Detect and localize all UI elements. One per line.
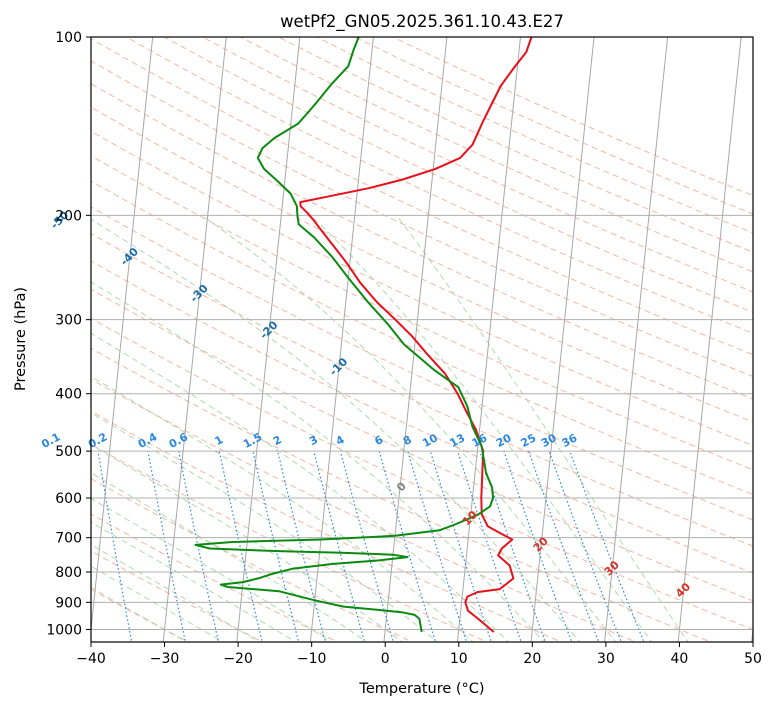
x-tick-label: 10 bbox=[450, 651, 468, 667]
mixing-ratio-line bbox=[548, 450, 622, 642]
x-tick-label: −10 bbox=[297, 651, 327, 667]
isotherm-line bbox=[383, 37, 448, 642]
x-tick-label: −20 bbox=[223, 651, 253, 667]
dewpoint-profile-line bbox=[194, 37, 495, 633]
mixing-ratio-label: 36 bbox=[560, 431, 580, 450]
pressure-gridlines bbox=[91, 37, 753, 630]
moist-adiabat bbox=[91, 412, 439, 642]
y-tick-label: 300 bbox=[55, 313, 82, 329]
mixing-ratio-line bbox=[569, 450, 645, 642]
isotherm-line bbox=[456, 37, 521, 642]
mixing-ratio-line bbox=[178, 450, 220, 642]
mixing-ratio-line bbox=[503, 450, 573, 642]
moist-adiabat bbox=[91, 521, 297, 642]
mixing-ratio-line bbox=[457, 450, 522, 642]
mixing-ratio-line bbox=[339, 450, 395, 642]
x-axis: −40 −30 −20 −10 0 10 20 30 40 50 bbox=[76, 642, 762, 667]
isotherm-line bbox=[91, 37, 154, 635]
moist-adiabat bbox=[91, 281, 545, 642]
x-tick-label: −30 bbox=[150, 651, 180, 667]
dry-adiabat bbox=[91, 180, 753, 496]
dry-adiabat bbox=[91, 206, 753, 521]
mixing-ratio-line bbox=[147, 450, 186, 642]
y-axis: 100 200 300 400 500 600 700 800 900 1000 bbox=[46, 30, 91, 638]
mixing-ratio-line bbox=[252, 450, 300, 642]
isotherm-line bbox=[309, 37, 374, 642]
y-tick-label: 600 bbox=[55, 491, 82, 507]
moist-adiabat bbox=[91, 497, 333, 642]
background-lines bbox=[91, 37, 753, 642]
x-axis-title: Temperature (°C) bbox=[358, 681, 484, 697]
dry-adiabat bbox=[91, 130, 753, 447]
x-tick-label: −40 bbox=[76, 651, 106, 667]
x-tick-label: 0 bbox=[381, 651, 390, 667]
isotherm-line bbox=[162, 37, 227, 642]
y-tick-label: 700 bbox=[55, 531, 82, 547]
moist-adiabat bbox=[91, 332, 510, 642]
dry-adiabat bbox=[91, 478, 414, 642]
mixing-ratio-label: 13 bbox=[448, 431, 468, 450]
plot-background bbox=[91, 37, 753, 642]
y-axis-title: Pressure (hPa) bbox=[13, 287, 29, 391]
mixing-ratio-label: 20 bbox=[494, 431, 514, 450]
mixing-ratio-line bbox=[378, 450, 437, 642]
moist-adiabat bbox=[91, 218, 581, 642]
chart-title: wetPf2_GN05.2025.361.10.43.E27 bbox=[280, 12, 564, 32]
mixing-ratio-line bbox=[479, 450, 546, 642]
mixing-ratio-line bbox=[218, 450, 263, 642]
mixing-ratio-label: 30 bbox=[539, 431, 559, 450]
dry-adiabat bbox=[91, 60, 753, 378]
y-tick-label: 100 bbox=[55, 30, 82, 46]
isotherm-line bbox=[677, 37, 742, 642]
x-tick-label: 40 bbox=[671, 651, 689, 667]
moist-adiabat bbox=[91, 472, 368, 642]
moist-adiabat bbox=[201, 214, 617, 642]
moist-adiabat bbox=[91, 565, 225, 642]
x-tick-label: 30 bbox=[597, 651, 615, 667]
y-tick-label: 400 bbox=[55, 387, 82, 403]
mixing-ratio-line bbox=[277, 450, 327, 642]
mixing-ratio-line bbox=[429, 450, 493, 642]
y-tick-label: 800 bbox=[55, 565, 82, 581]
mixing-ratio-label: 16 bbox=[470, 431, 490, 450]
isotherm-line bbox=[604, 37, 669, 642]
x-tick-label: 50 bbox=[744, 651, 762, 667]
dry-adiabat bbox=[91, 233, 753, 547]
mixing-ratio-line bbox=[97, 451, 133, 642]
mixing-ratio-line bbox=[528, 450, 600, 642]
temperature-profile-line bbox=[299, 37, 533, 633]
y-tick-label: 1000 bbox=[46, 622, 82, 638]
moist-adiabat bbox=[91, 544, 261, 642]
moist-adiabat bbox=[396, 215, 689, 642]
dry-adiabat bbox=[163, 37, 753, 313]
dry-adiabat bbox=[91, 38, 753, 356]
y-tick-label: 900 bbox=[55, 595, 82, 611]
isotherm-line bbox=[530, 37, 595, 642]
moist-adiabat bbox=[310, 214, 653, 642]
moist-adiabat bbox=[91, 586, 188, 642]
mixing-ratio-line bbox=[407, 450, 468, 642]
plot-frame bbox=[90, 36, 754, 643]
mixing-ratio-label: 25 bbox=[519, 431, 539, 450]
x-tick-label: 20 bbox=[523, 651, 541, 667]
dry-adiabat bbox=[91, 155, 753, 471]
y-tick-label: 200 bbox=[55, 208, 82, 224]
y-tick-label: 500 bbox=[55, 444, 82, 460]
mixing-ratio-line bbox=[313, 450, 366, 642]
mixing-ratio-label: 10 bbox=[420, 431, 440, 450]
profile-lines bbox=[194, 37, 533, 633]
